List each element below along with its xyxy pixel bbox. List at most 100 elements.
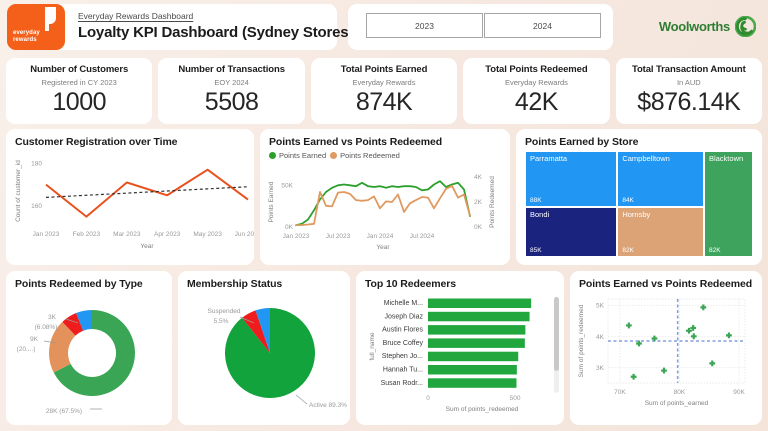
- scatter-point-10[interactable]: [726, 332, 732, 339]
- scatter-y-tick: 5K: [596, 303, 605, 310]
- panel-points-earned-vs-redeemed-scatter: Points Earned vs Points Redeemed 3K 4K 5K 7…: [570, 271, 762, 425]
- panel-title-top10: Top 10 Redeemers: [365, 278, 456, 290]
- bar-category-label: Bruce Coffey: [383, 340, 424, 347]
- kpi-card-3: Total Points Redeemed Everyday Rewards 42K: [463, 58, 610, 124]
- bar-category-label: Joseph Diaz: [384, 313, 423, 320]
- panel-title-scatter: Points Earned vs Points Redeemed: [579, 278, 753, 290]
- legend-label: Points Earned: [279, 151, 327, 160]
- everyday-rewards-logo: everyday rewards: [7, 4, 65, 50]
- legend-item-0[interactable]: Points Earned: [269, 151, 326, 160]
- bar-0[interactable]: [428, 298, 532, 309]
- treemap-cell-4[interactable]: Hornsby 82K: [617, 207, 704, 257]
- legend-dot-icon: [330, 152, 338, 159]
- treemap-cell-3[interactable]: Bondi 85K: [525, 207, 618, 257]
- svg-text:Sum of points_redeemed: Sum of points_redeemed: [446, 406, 519, 413]
- breadcrumb[interactable]: Everyday Rewards Dashboard: [78, 11, 194, 21]
- kpi-subtitle: Registered in CY 2023: [41, 78, 117, 87]
- svg-text:May 2023: May 2023: [193, 231, 222, 238]
- legend-earned-redeemed[interactable]: Points Earned Points Redeemed: [269, 151, 400, 160]
- logo-wordmark-line1: everyday: [13, 30, 40, 37]
- panel-points-earned-vs-redeemed: Points Earned vs Points Redeemed Points …: [260, 129, 510, 265]
- panel-title-earned-redeemed: Points Earned vs Points Redeemed: [269, 136, 443, 148]
- scatter-point-8[interactable]: [700, 304, 707, 311]
- pie-slice-2[interactable]: [255, 308, 270, 353]
- svg-text:4K: 4K: [474, 174, 483, 181]
- kpi-value: 1000: [52, 88, 107, 116]
- treemap-cell-value: 85K: [530, 246, 542, 254]
- svg-text:Jan 2024: Jan 2024: [367, 233, 394, 240]
- donut-slice-0[interactable]: [53, 310, 135, 396]
- scatter-point-3[interactable]: [651, 335, 658, 342]
- scatter-point-1[interactable]: [630, 373, 637, 380]
- earned-redeemed-series-0: [295, 180, 471, 227]
- top10-scrollbar[interactable]: [554, 297, 559, 393]
- bar-4[interactable]: [428, 351, 519, 362]
- donut-label-0: 28K (67.5%): [46, 408, 82, 415]
- chart-membership-status[interactable]: Active 89.3% Suspended 5.5%: [178, 291, 350, 423]
- legend-item-1[interactable]: Points Redeemed: [330, 151, 400, 160]
- treemap-points-earned-by-store[interactable]: Parramatta 88K Campbelltown 84K Blacktown 82K…: [525, 151, 753, 257]
- donut-label-2-pct: (6.08%): [35, 324, 58, 331]
- panel-points-earned-by-store: Points Earned by Store Parramatta 88K Camp…: [516, 129, 762, 265]
- scatter-point-4[interactable]: [661, 367, 667, 374]
- svg-text:0K: 0K: [285, 224, 294, 231]
- kpi-row: Number of Customers Registered in CY 2023…: [6, 58, 763, 124]
- panel-membership-status: Membership Status Active 89.3% Suspended 5…: [178, 271, 350, 425]
- scatter-point-9[interactable]: [709, 360, 716, 367]
- scatter-point-7[interactable]: [690, 333, 697, 340]
- bar-2[interactable]: [428, 325, 526, 335]
- panel-title-registration: Customer Registration over Time: [15, 136, 178, 148]
- scatter-x-tick: 70K: [614, 389, 626, 396]
- treemap-cell-1[interactable]: Campbelltown 84K: [617, 151, 704, 208]
- treemap-cell-value: 84K: [622, 197, 634, 205]
- woolworths-logo: Woolworths: [659, 16, 756, 37]
- donut-slice-2[interactable]: [62, 313, 84, 336]
- svg-text:Apr 2023: Apr 2023: [154, 231, 181, 238]
- treemap-cell-label: Blacktown: [708, 154, 744, 163]
- svg-text:Points Redeemed: Points Redeemed: [489, 176, 496, 228]
- chart-top-10-redeemers[interactable]: Michelle M... Joseph Diaz Austin Flores Bru…: [356, 291, 564, 423]
- scatter-point-2[interactable]: [636, 340, 642, 347]
- top10-scrollbar-thumb[interactable]: [554, 297, 559, 371]
- scatter-point-5[interactable]: [686, 327, 692, 334]
- pie-slice-0[interactable]: [224, 308, 315, 398]
- page-header: everyday rewards Everyday Rewards Dashbo…: [0, 0, 768, 54]
- pie-label-suspended: Suspended: [208, 308, 241, 315]
- svg-text:Feb 2023: Feb 2023: [73, 231, 101, 238]
- treemap-cell-0[interactable]: Parramatta 88K: [525, 151, 618, 208]
- donut-slice-1[interactable]: [49, 321, 76, 373]
- chart-customer-registration[interactable]: 160 180 Jan 2023 Feb 2023 Mar 2023 Apr 2023 Ma…: [6, 151, 254, 263]
- svg-text:Points Earned: Points Earned: [268, 181, 275, 222]
- donut-label-1-pct: (20....): [17, 346, 36, 353]
- pie-label-active: Active 89.3%: [309, 402, 347, 409]
- chart-scatter-points[interactable]: 3K 4K 5K 70K 80K 90K Sum of points_earned Sum o…: [570, 291, 762, 423]
- kpi-value: $876.14K: [637, 88, 741, 116]
- slicer-year-2024[interactable]: 2024: [484, 13, 601, 38]
- donut-slice-3[interactable]: [76, 310, 92, 331]
- treemap-cell-value: 82K: [622, 246, 634, 254]
- slicer-year-2023[interactable]: 2023: [366, 13, 483, 38]
- kpi-subtitle: Everyday Rewards: [352, 78, 416, 87]
- svg-text:Year: Year: [376, 244, 390, 251]
- kpi-title: Total Points Earned: [340, 64, 428, 75]
- svg-text:Jun 2023: Jun 2023: [235, 231, 254, 238]
- pie-label-suspended-pct: 5.5%: [214, 318, 229, 325]
- bar-3[interactable]: [428, 338, 525, 348]
- bar-5[interactable]: [428, 365, 517, 375]
- svg-text:Jul 2024: Jul 2024: [410, 233, 435, 240]
- panel-top-10-redeemers: Top 10 Redeemers Michelle M... Joseph Dia…: [356, 271, 564, 425]
- woolworths-wordmark: Woolworths: [658, 19, 730, 34]
- scatter-y-tick: 3K: [596, 365, 605, 372]
- bar-category-label: Hannah Tu...: [383, 367, 423, 374]
- kpi-card-0: Number of Customers Registered in CY 2023…: [6, 58, 153, 124]
- chart-points-redeemed-by-type[interactable]: 28K (67.5%) 3K (6.08%) 9K (20....): [6, 291, 172, 423]
- chart-points-earned-vs-redeemed[interactable]: 0K 50K 0K 2K 4K Jan 2023 Jul 2023 Jan 2024 Jul 2…: [260, 163, 510, 263]
- panel-title-redeemed-type: Points Redeemed by Type: [15, 278, 143, 290]
- bar-1[interactable]: [428, 311, 530, 322]
- treemap-cell-2[interactable]: Blacktown 82K: [703, 151, 753, 257]
- logo-wordmark-line2: rewards: [13, 36, 37, 43]
- scatter-point-6[interactable]: [690, 325, 697, 331]
- bar-category-label: Austin Flores: [382, 327, 423, 334]
- bar-6[interactable]: [428, 378, 517, 388]
- scatter-point-0[interactable]: [625, 322, 632, 329]
